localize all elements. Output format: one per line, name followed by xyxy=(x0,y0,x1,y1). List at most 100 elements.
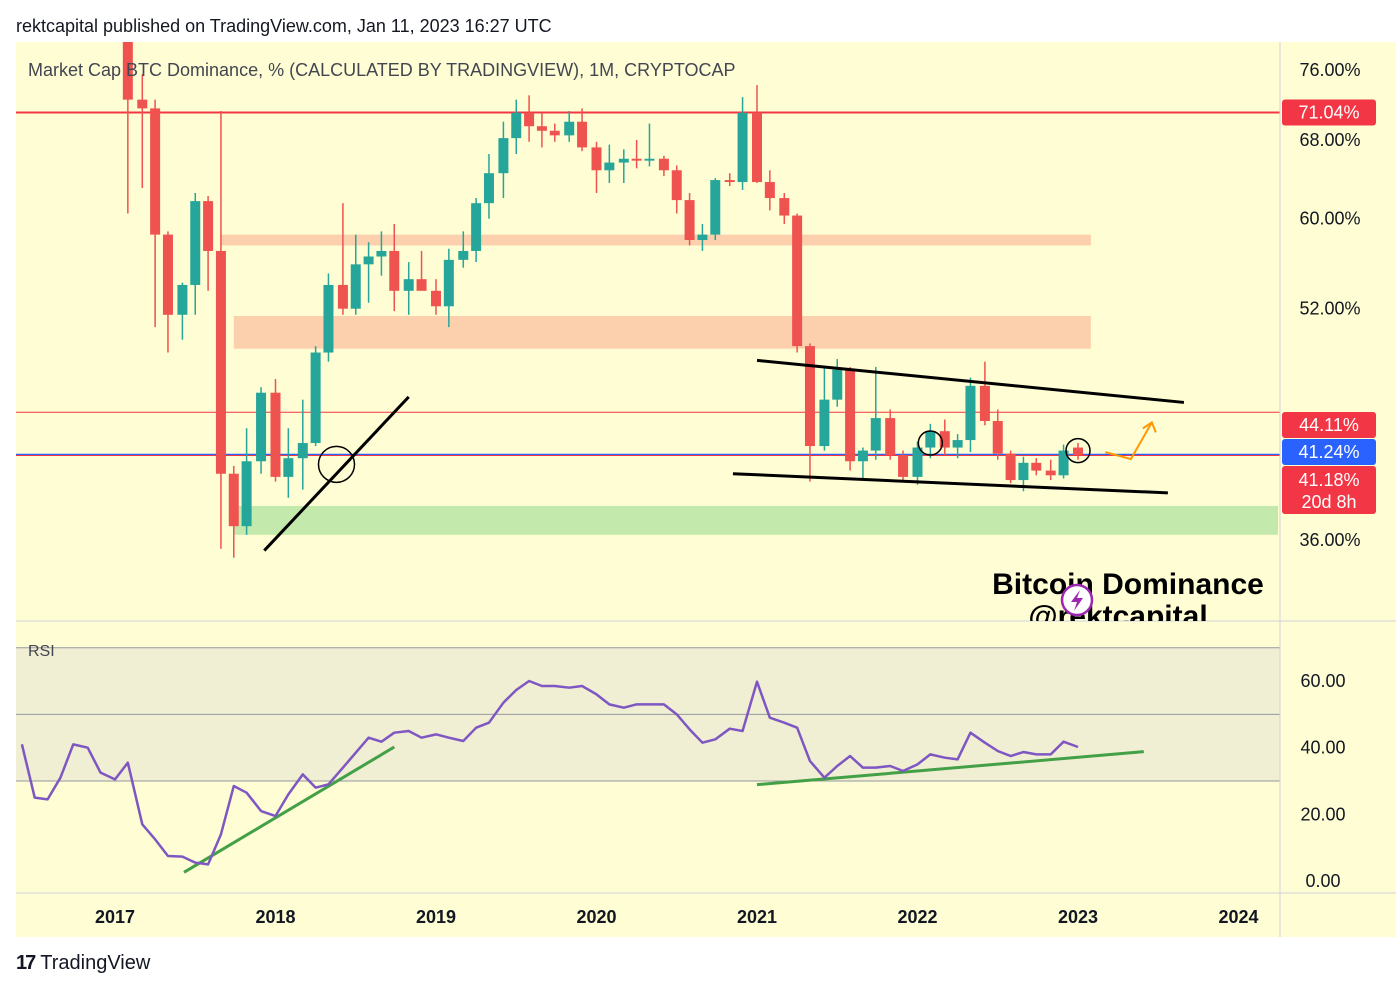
candle xyxy=(564,111,575,142)
zone-rect xyxy=(233,315,1091,349)
last-price-label: 41.18% xyxy=(1298,470,1359,490)
candle xyxy=(443,248,454,328)
candle-body xyxy=(1058,450,1069,476)
candle-body xyxy=(337,284,348,309)
chart-area: 76.00% 68.00% 60.00% 52.00% 36.00% 71.04% 44.1… xyxy=(16,42,1396,937)
candle xyxy=(376,231,387,276)
candle xyxy=(389,223,400,312)
candle xyxy=(952,434,963,459)
candle xyxy=(644,123,655,167)
time-tick-label: 2017 xyxy=(95,907,135,927)
candle xyxy=(845,366,856,471)
candle xyxy=(752,85,762,184)
candle-body xyxy=(203,201,214,251)
candle xyxy=(323,273,334,362)
time-tick-label: 2023 xyxy=(1058,907,1098,927)
candle-body xyxy=(416,279,427,291)
candle-body xyxy=(1045,470,1056,476)
candle xyxy=(549,123,560,142)
candle-body xyxy=(779,198,790,216)
candle-body xyxy=(870,418,881,451)
price-tick-label: 68.00% xyxy=(1299,130,1360,150)
trendline xyxy=(756,358,1185,404)
candle xyxy=(591,141,602,194)
candle-body xyxy=(671,170,682,201)
candle xyxy=(857,447,868,481)
rsi-tick-label: 60.00 xyxy=(1300,671,1345,691)
candle xyxy=(631,139,642,169)
candle xyxy=(1005,450,1016,484)
candle xyxy=(792,213,803,353)
candle-body xyxy=(310,352,321,444)
candle xyxy=(350,234,361,315)
candle xyxy=(604,144,615,184)
candle xyxy=(524,95,535,142)
candle xyxy=(137,74,148,189)
price-tag-label: 71.04% xyxy=(1298,102,1359,122)
tradingview-logo[interactable]: 17 TradingView xyxy=(16,952,150,975)
candle xyxy=(710,178,721,241)
candle-body xyxy=(498,138,509,174)
candle-body xyxy=(724,180,735,183)
candle-body xyxy=(764,182,775,199)
rsi-tick-label: 40.00 xyxy=(1300,738,1345,758)
watermark-title: Bitcoin Dominance xyxy=(992,568,1264,601)
zone-rect xyxy=(220,234,1091,246)
chart-title: Market Cap BTC Dominance, % (CALCULATED … xyxy=(28,60,736,80)
candle xyxy=(498,121,509,199)
candle-body xyxy=(270,392,281,477)
candle xyxy=(162,231,173,353)
candle-body xyxy=(511,112,522,139)
candle-body xyxy=(604,162,615,171)
candle xyxy=(939,419,950,456)
rsi-trendline xyxy=(183,745,396,874)
tradingview-wordmark: TradingView xyxy=(40,952,151,974)
candle-body xyxy=(483,173,494,204)
candle-body xyxy=(150,108,161,235)
bar-countdown-label: 20d 8h xyxy=(1301,492,1356,512)
candle-body xyxy=(297,443,308,459)
candle xyxy=(898,450,909,482)
candle xyxy=(511,99,522,154)
price-tag xyxy=(1282,99,1376,126)
price-tick-label: 76.00% xyxy=(1299,60,1360,80)
candle-body xyxy=(350,264,361,309)
tradingview-mark-icon: 17 xyxy=(16,952,36,974)
candle-body xyxy=(162,234,173,315)
candle-body xyxy=(885,418,896,456)
candle-body xyxy=(898,455,909,477)
candle-body xyxy=(536,126,547,131)
rsi-tick-label: 20.00 xyxy=(1300,804,1345,824)
rsi-title: RSI xyxy=(28,643,55,660)
candle xyxy=(270,379,281,482)
candle-body xyxy=(376,250,387,257)
time-tick-label: 2020 xyxy=(576,907,616,927)
price-axis: 76.00% 68.00% 60.00% 52.00% 36.00% 71.04% 44.1… xyxy=(16,42,1396,937)
candle-body xyxy=(122,42,133,100)
projection-arrow-head xyxy=(1142,420,1157,433)
price-tag xyxy=(1282,412,1376,438)
candle xyxy=(431,279,441,315)
last-price-tag xyxy=(1282,466,1376,514)
candle-body xyxy=(403,279,414,291)
projection-arrow xyxy=(1105,421,1153,461)
candle xyxy=(241,428,252,535)
rsi-tick-label: 0.00 xyxy=(1305,871,1340,891)
time-tick-label: 2018 xyxy=(255,907,295,927)
candle xyxy=(122,42,133,214)
zone-rect xyxy=(233,505,1278,535)
candle xyxy=(403,262,414,315)
lightning-bolt-icon xyxy=(1071,590,1083,611)
price-tick-label: 36.00% xyxy=(1299,530,1360,550)
candle-body xyxy=(992,420,1003,454)
candle xyxy=(577,108,588,152)
candle-body xyxy=(564,121,575,136)
candle xyxy=(1058,444,1069,479)
candle xyxy=(215,111,226,549)
candle xyxy=(925,423,936,459)
candle-body xyxy=(241,461,252,527)
candle-body xyxy=(577,121,588,148)
time-tick-label: 2019 xyxy=(416,907,456,927)
candle xyxy=(1045,459,1056,481)
candle xyxy=(203,196,214,291)
